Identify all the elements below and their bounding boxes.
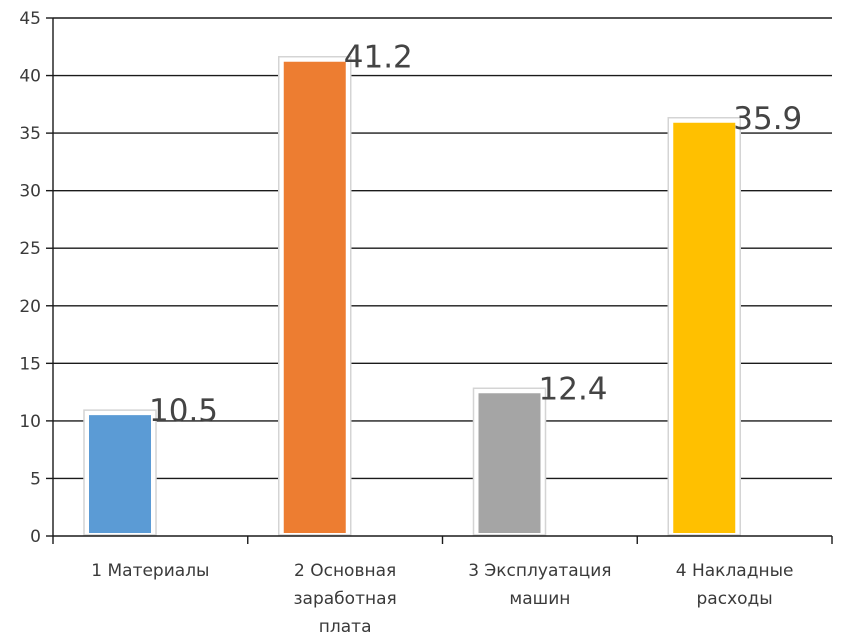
y-tick-label: 30	[19, 182, 41, 202]
category-label-line: плата	[319, 617, 372, 637]
bar	[283, 61, 346, 534]
category-label-line: заработная	[294, 589, 397, 609]
category-labels: 1 Материалы 2 Основная заработная плата 3 Эк…	[91, 561, 793, 637]
bar	[673, 122, 736, 534]
category-label-line: машин	[509, 589, 570, 609]
category-label-line: 3 Эксплуатация	[468, 561, 611, 581]
y-tick-label: 20	[19, 297, 41, 317]
y-tick-label: 5	[30, 469, 41, 489]
y-tick-label: 10	[19, 412, 41, 432]
x-ticks	[52, 536, 833, 544]
y-tick-label: 45	[19, 9, 41, 29]
y-tick-label: 15	[19, 354, 41, 374]
data-labels: 10.5 41.2 12.4 35.9	[149, 40, 802, 429]
y-tick-label: 25	[19, 239, 41, 259]
category-label: 4 Накладные расходы	[676, 561, 794, 609]
bar	[478, 393, 541, 533]
category-label-line: 4 Накладные	[676, 561, 794, 581]
category-label-line: 2 Основная	[294, 561, 396, 581]
category-label: 1 Материалы	[91, 561, 209, 581]
data-label: 35.9	[733, 101, 802, 137]
y-tick-label: 0	[30, 527, 41, 547]
category-label: 2 Основная заработная плата	[294, 561, 397, 637]
data-label: 10.5	[149, 393, 218, 429]
category-label-line: 1 Материалы	[91, 561, 209, 581]
data-label: 12.4	[539, 371, 608, 407]
bars	[83, 55, 741, 536]
category-label: 3 Эксплуатация машин	[468, 561, 611, 609]
y-tick-label: 35	[19, 124, 41, 144]
data-label: 41.2	[344, 40, 413, 76]
y-ticks: 0 5 10 15 20 25 30 35 40 45	[19, 9, 53, 547]
y-tick-label: 40	[19, 67, 41, 87]
category-label-line: расходы	[697, 589, 773, 609]
gridlines	[53, 17, 832, 480]
bar	[89, 415, 151, 533]
